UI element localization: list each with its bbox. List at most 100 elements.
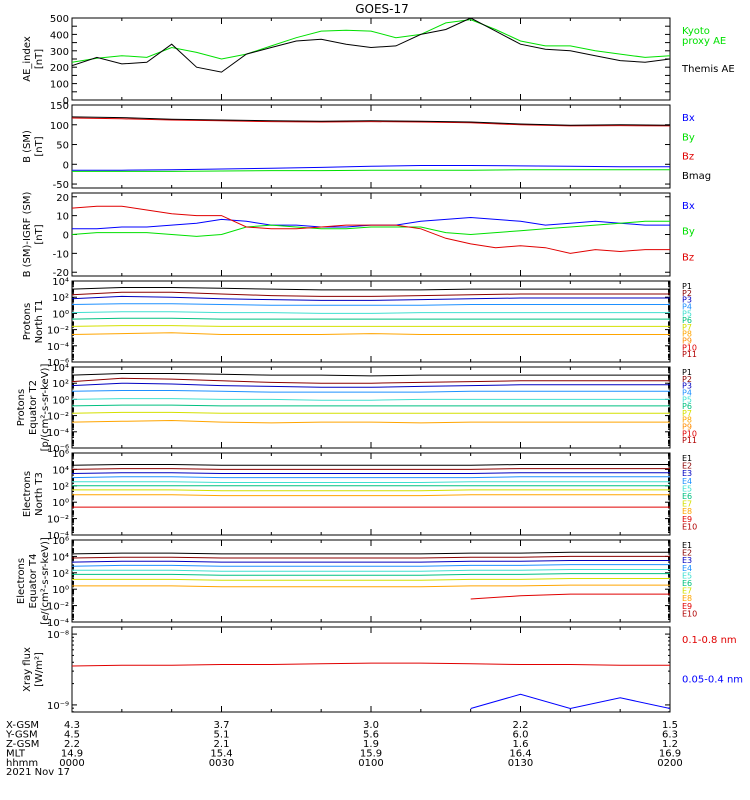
series-line-e6 (72, 573, 670, 576)
ephem-value: 1.2 (662, 739, 678, 750)
legend-label: P5 (682, 395, 692, 404)
y-tick-label: 0 (63, 160, 69, 171)
legend-label: P3 (682, 382, 692, 391)
series-line-e4 (72, 476, 670, 479)
ephem-value: 15.9 (360, 749, 382, 760)
series-line-themis-ae (72, 18, 670, 73)
ephem-value: 2.2 (513, 720, 529, 731)
y-tick-label: 10⁶ (52, 449, 69, 460)
ephem-value: 4.3 (64, 720, 80, 731)
ephem-value: 6.0 (513, 730, 529, 741)
legend-label: E7 (682, 587, 692, 596)
panel-frame (71, 104, 671, 189)
y-tick-label: 10⁴ (52, 363, 69, 374)
series-line-e2 (72, 468, 670, 470)
ephem-row-label: Z-GSM (6, 739, 39, 750)
legend-label: E5 (682, 571, 692, 580)
ephem-row-label: X-GSM (6, 720, 39, 731)
y-tick-label: 10⁻⁴ (47, 618, 69, 629)
ephem-value: 5.1 (214, 730, 230, 741)
series-line-p8 (72, 419, 670, 424)
legend-label: P1 (682, 282, 692, 291)
y-tick-label: 10² (52, 293, 69, 304)
series-line-bmag (72, 116, 670, 126)
y-axis-label: Electrons (22, 471, 33, 517)
legend-label: P10 (682, 343, 697, 352)
legend-label: P7 (682, 409, 692, 418)
legend-label: P8 (682, 416, 692, 425)
series-line-p1 (72, 373, 670, 377)
series-line-p7 (72, 325, 670, 327)
series-line-e2 (72, 555, 670, 559)
ephem-value: 0100 (358, 758, 383, 769)
legend-label: E1 (682, 541, 692, 550)
panel-frame (71, 626, 671, 713)
y-tick-label: -50 (53, 180, 69, 191)
y-axis-label: North T1 (34, 300, 45, 344)
series-line-e7 (72, 489, 670, 492)
panel-2: -50 0 50 100 150 B (SM) [nT] Bx By Bz Bmag (22, 101, 711, 191)
series-line-bz (72, 205, 670, 254)
ephem-value: 15.4 (210, 749, 232, 760)
y-tick-label: 20 (56, 193, 69, 204)
legend-label: P11 (682, 350, 697, 359)
y-tick-label: 10 (56, 212, 69, 223)
y-axis-label: B (SM) (22, 130, 33, 163)
legend-label: P11 (682, 436, 697, 445)
series-line-kyoto-proxy-ae (72, 19, 670, 63)
legend-label: P4 (682, 388, 692, 397)
series-line-p3 (72, 295, 670, 301)
y-axis-label: [e/(cm²-s-sr-keV)] (40, 537, 51, 625)
date-label: 2021 Nov 17 (6, 767, 70, 778)
legend-label: P10 (682, 429, 697, 438)
panel-7: 10⁻⁴ 10⁻² 10⁰ 10² 10⁴ 10⁶ Electrons Equator T4[… (16, 536, 697, 629)
y-axis-label: Equator T4 (28, 554, 39, 609)
y-tick-label: 10² (52, 569, 69, 580)
y-tick-label: 10⁰ (52, 309, 69, 320)
series-line-e1 (72, 551, 670, 555)
ephem-value: 0130 (508, 758, 533, 769)
legend-label: Bx (682, 113, 695, 124)
ephem-value: 2.1 (214, 739, 230, 750)
legend-label: proxy AE (682, 36, 726, 47)
series-line-by (72, 220, 670, 237)
legend-label: 0.1-0.8 nm (682, 635, 737, 646)
ephem-value: 5.6 (363, 730, 379, 741)
legend-label: P2 (682, 289, 692, 298)
series-line-p3 (72, 382, 670, 388)
legend-label: P7 (682, 323, 692, 332)
y-tick-label: 10⁰ (52, 498, 69, 509)
legend-label: E7 (682, 500, 692, 509)
y-tick-label: 0 (63, 96, 69, 107)
y-tick-label: 0 (63, 231, 69, 242)
series-line-e4 (72, 564, 670, 567)
y-tick-label: 10⁻⁴ (47, 531, 69, 542)
series-line-p6 (72, 317, 670, 320)
series-line-p5 (72, 311, 670, 314)
legend-label: E3 (682, 556, 692, 565)
y-tick-label: 10⁻² (47, 515, 69, 526)
legend-label: P6 (682, 316, 692, 325)
legend-label: P1 (682, 368, 692, 377)
y-tick-label: 10⁻⁴ (47, 342, 69, 353)
series-line-p5 (72, 398, 670, 401)
ephem-row-label: MLT (6, 749, 26, 760)
legend-label: P5 (682, 309, 692, 318)
ephem-value: 0000 (59, 758, 84, 769)
series-line-0-1-0-8-nm (72, 662, 670, 667)
y-tick-label: 50 (56, 141, 69, 152)
y-tick-label: 10⁻⁶ (47, 444, 69, 455)
ephem-value: 14.9 (61, 749, 83, 760)
y-axis-label: Equator T2 (28, 380, 39, 435)
series-line-bz (72, 117, 670, 127)
y-axis-label: Protons (22, 303, 33, 340)
ephem-value: 1.9 (363, 739, 379, 750)
series-line-0-05-0-4-nm (470, 693, 670, 710)
y-axis-label: [nT] (34, 136, 45, 156)
ephem-value: 4.5 (64, 730, 80, 741)
ephem-row-label: Y-GSM (5, 730, 38, 741)
legend-label: Themis AE (681, 64, 735, 75)
